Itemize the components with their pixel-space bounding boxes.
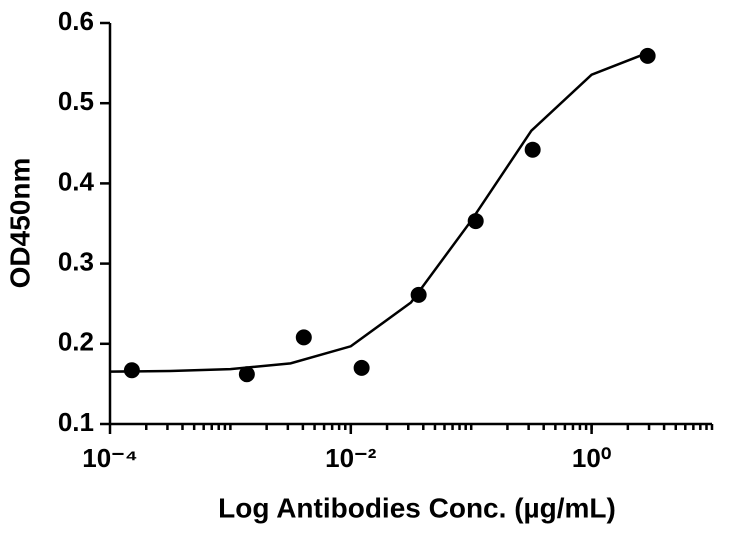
- data-point: [238, 366, 255, 383]
- y-tick-label: 0.3: [58, 246, 94, 276]
- x-axis-title: Log Antibodies Conc. (µg/mL): [218, 492, 616, 523]
- data-point: [123, 362, 140, 379]
- x-tick-label: 10⁰: [572, 443, 611, 473]
- data-point: [353, 359, 370, 376]
- data-point: [410, 286, 427, 303]
- data-point: [295, 329, 312, 346]
- y-tick-label: 0.1: [58, 407, 94, 437]
- y-tick-label: 0.6: [58, 6, 94, 36]
- data-point: [524, 141, 541, 158]
- x-tick-label: 10⁻²: [325, 443, 377, 473]
- y-tick-label: 0.4: [58, 166, 95, 196]
- data-point: [639, 47, 656, 64]
- y-tick-label: 0.2: [58, 327, 94, 357]
- x-tick-label: 10⁻⁴: [82, 443, 138, 473]
- fit-curve: [109, 50, 653, 373]
- y-tick-label: 0.5: [58, 86, 94, 116]
- y-axis-title: OD450nm: [4, 158, 35, 289]
- data-point: [467, 213, 484, 230]
